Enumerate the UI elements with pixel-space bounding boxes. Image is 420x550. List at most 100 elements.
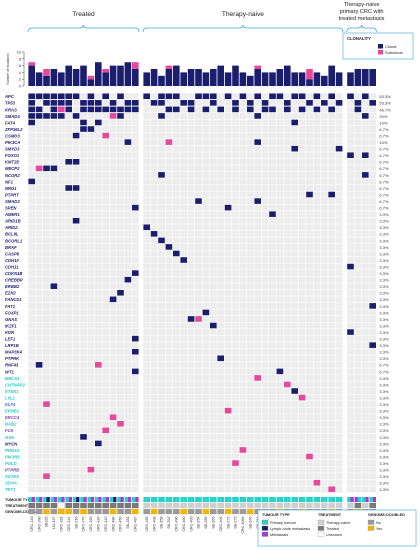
gene-label: SDHA	[5, 481, 17, 486]
mutation-cell	[369, 100, 376, 106]
percent-label: 46.7%	[379, 107, 391, 112]
mutation-cell	[202, 309, 210, 316]
mutation-cell	[276, 368, 284, 375]
track-cell-treatment	[284, 502, 291, 509]
mutation-cell	[80, 119, 87, 126]
gene-label: KRAS	[5, 107, 17, 112]
mutation-cell	[43, 100, 50, 106]
mutation-cell	[50, 283, 58, 289]
sample-label: CRC-496	[175, 517, 179, 532]
gene-label: LYL1	[5, 395, 16, 400]
mutation-cell	[369, 342, 376, 348]
percent-label: 3.3%	[379, 428, 389, 433]
gene-label: PIK3R1	[5, 454, 20, 459]
gene-label: CASP8	[5, 251, 20, 256]
bar-clonal	[354, 69, 362, 86]
mutation-cell	[95, 119, 102, 126]
percent-label: 10%	[379, 140, 387, 145]
grid-column	[291, 93, 299, 493]
track-cell-tumour-type	[28, 496, 32, 503]
mutation-cell	[132, 106, 139, 113]
grid-column	[187, 93, 195, 493]
mutation-cell	[117, 106, 124, 113]
mutation-cell	[224, 407, 232, 414]
track-cell-genome-doubled	[58, 508, 65, 515]
mutation-cell	[254, 139, 261, 145]
mutation-cell	[117, 290, 124, 296]
grid-column	[43, 93, 50, 493]
track-cell-tumour-type	[109, 496, 114, 503]
track-cell-tumour-type	[39, 496, 43, 503]
track-cell-tumour-type	[302, 496, 306, 503]
percent-label: 3.3%	[379, 323, 389, 328]
bar-y-tick-label: 2	[19, 77, 22, 82]
grid-column	[239, 93, 247, 493]
mutation-cell	[173, 250, 180, 257]
percent-label: 3.3%	[379, 278, 389, 283]
track-cell-tumour-type	[335, 496, 340, 503]
bar-y-tick-label: 8	[19, 56, 22, 61]
mutation-cell	[254, 113, 261, 119]
bar-clonal	[217, 65, 224, 86]
percent-label: 6.7%	[379, 160, 389, 165]
mutation-cell	[158, 237, 165, 244]
mutation-cell	[58, 106, 65, 113]
percent-label: 53.3%	[379, 94, 391, 99]
track-cell-tumour-type	[313, 496, 317, 503]
mutation-cell	[298, 93, 306, 100]
gene-label: BRCA1	[5, 376, 20, 381]
track-cell-treatment	[173, 502, 180, 509]
mutation-cell	[109, 414, 117, 420]
grid-column	[254, 93, 262, 493]
track-cell-tumour-type	[183, 496, 187, 503]
track-cell-genome-doubled	[50, 508, 58, 515]
percent-label: 3.3%	[379, 251, 389, 256]
track-cell-tumour-type	[365, 496, 369, 503]
gene-label: NAB2	[5, 422, 17, 427]
track-cell-tumour-type	[217, 496, 221, 503]
mutation-cell	[143, 224, 150, 231]
percent-label: 3.3%	[379, 409, 389, 414]
grid-column	[57, 93, 65, 493]
track-cell-treatment	[321, 502, 328, 509]
percent-label: 3.3%	[379, 376, 389, 381]
track-cell-tumour-type	[80, 496, 84, 503]
mutation-cell	[291, 145, 298, 152]
track-cell-treatment	[132, 502, 139, 509]
sample-label: SB-Z72	[226, 517, 230, 529]
mutation-cell	[143, 93, 150, 100]
track-cell-tumour-type	[87, 496, 91, 503]
sample-label: SB-Z75	[234, 517, 238, 529]
grid-column	[354, 93, 362, 493]
gene-label: RNF43	[5, 363, 19, 368]
mutation-cell	[65, 106, 72, 113]
track-cell-tumour-type	[150, 496, 155, 503]
bar-clonal	[321, 75, 328, 86]
percent-label: 53.3%	[379, 101, 391, 106]
track-cell-tumour-type	[265, 496, 269, 503]
bar-clonal	[72, 69, 80, 86]
gene-label: ARID2	[4, 225, 18, 230]
legend-title: GENOME-DOUBLED	[368, 513, 405, 517]
mutation-cell	[124, 100, 132, 106]
mutation-cell	[269, 106, 276, 113]
bar-subclonal	[43, 69, 50, 76]
group-brace	[346, 24, 377, 33]
track-cell-genome-doubled	[43, 508, 50, 515]
mutation-cell	[87, 466, 95, 473]
mutation-cell	[117, 93, 124, 100]
percent-label: 3.3%	[379, 304, 389, 309]
gene-label: NF1	[5, 179, 14, 184]
mutation-cell	[298, 394, 306, 401]
track-cell-genome-doubled	[65, 508, 72, 515]
track-cell-treatment	[72, 502, 80, 509]
track-cell-tumour-type	[294, 496, 298, 503]
group-brace	[27, 24, 140, 33]
gene-label: SMAD2	[5, 199, 20, 204]
percent-label: 3.3%	[379, 284, 389, 289]
track-cell-treatment	[217, 502, 224, 509]
mutation-cell	[261, 106, 269, 113]
gene-label: LEF1	[5, 337, 16, 342]
gene-label: ARID1B	[4, 219, 21, 224]
bar-clonal	[117, 65, 124, 86]
